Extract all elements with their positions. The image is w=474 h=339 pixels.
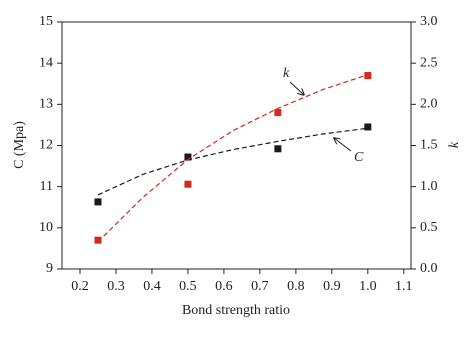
x-tick-label: 0.4: [143, 279, 161, 294]
annotation: C: [354, 150, 364, 165]
y-tick-label: 12: [39, 138, 53, 153]
x-tick-label: 1.1: [395, 279, 413, 294]
x-tick-label: 0.2: [71, 279, 89, 294]
x-tick-label: 0.3: [107, 279, 125, 294]
y2-axis-label: k: [447, 141, 462, 148]
x-tick-label: 0.8: [287, 279, 305, 294]
data-point: [94, 236, 102, 244]
data-point: [274, 145, 282, 153]
y-tick-label: 13: [39, 97, 53, 112]
fit-curve: [97, 74, 369, 243]
x-tick-label: 0.6: [215, 279, 233, 294]
x-tick-label: 1.0: [359, 279, 377, 294]
y-tick-label: 10: [39, 220, 53, 235]
fit-curve: [97, 127, 368, 196]
y-tick-label: 11: [40, 179, 53, 194]
annotation-arrow: [289, 81, 304, 95]
x-tick-label: 0.7: [251, 279, 269, 294]
y2-tick-label: 0.5: [420, 220, 438, 235]
x-axis-label: Bond strength ratio: [182, 303, 290, 318]
y-tick-label: 15: [39, 14, 53, 29]
y2-tick-label: 2.5: [420, 55, 438, 70]
x-tick-label: 0.5: [179, 279, 197, 294]
y-axis-label: C (Mpa): [12, 121, 27, 169]
data-point: [364, 123, 372, 131]
data-point: [94, 198, 102, 206]
y2-tick-label: 2.0: [420, 97, 438, 112]
plot-frame: [61, 21, 412, 270]
data-point: [364, 72, 372, 80]
x-tick-label: 0.9: [323, 279, 341, 294]
y2-tick-label: 0.0: [420, 261, 438, 276]
y2-tick-label: 3.0: [420, 14, 438, 29]
y2-tick-label: 1.5: [420, 138, 438, 153]
y-tick-label: 9: [46, 261, 53, 276]
y2-tick-label: 1.0: [420, 179, 438, 194]
y-tick-label: 14: [39, 55, 53, 70]
data-point: [274, 109, 282, 117]
data-point: [184, 153, 192, 161]
annotation: k: [283, 66, 290, 81]
annotation-arrow: [334, 138, 352, 152]
data-point: [184, 180, 192, 188]
